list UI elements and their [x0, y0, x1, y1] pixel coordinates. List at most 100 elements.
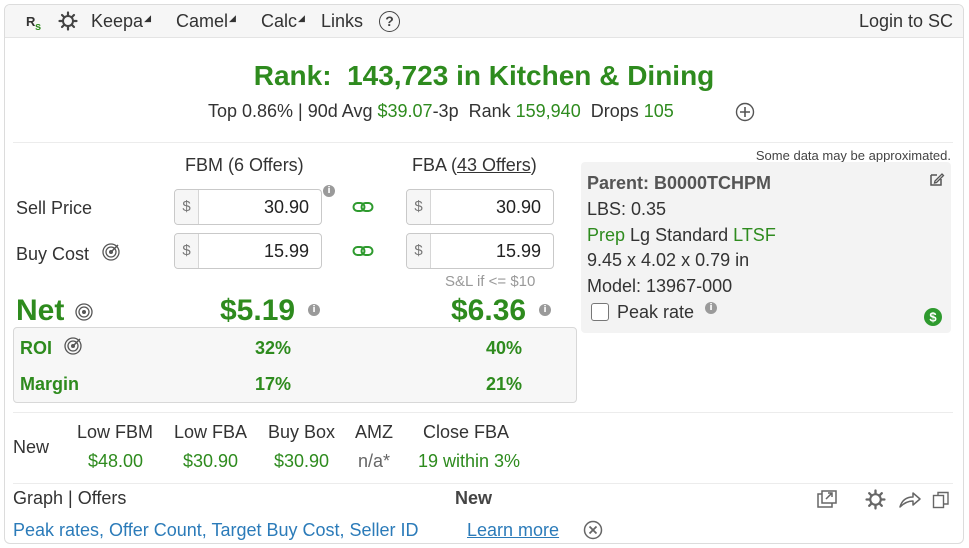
- fba-buy-cost-input[interactable]: [431, 234, 553, 268]
- avg-price: $39.07: [377, 101, 433, 121]
- margin-label: Margin: [20, 374, 80, 394]
- extension-panel: R s Keepa◢ Camel◢ Calc◢ Links ? Login to…: [4, 4, 964, 544]
- menu-camel-label: Camel: [176, 11, 229, 31]
- link-chain-icon[interactable]: [352, 200, 374, 214]
- drops-value: 105: [643, 101, 674, 121]
- divider: [13, 483, 953, 484]
- drops-label: Drops: [590, 101, 639, 121]
- currency-symbol: $: [407, 234, 431, 268]
- help-icon: ?: [379, 11, 400, 32]
- copy-icon[interactable]: [932, 491, 950, 509]
- divider: [13, 142, 953, 143]
- top-bar: R s Keepa◢ Camel◢ Calc◢ Links ? Login to…: [5, 5, 963, 38]
- rank-prefix: Rank:: [253, 60, 332, 91]
- condition-label: New: [13, 437, 50, 457]
- col-low-fba-header: Low FBA: [174, 422, 248, 442]
- rank-stats: Top 0.86% | 90d Avg $39.07-3p Rank 159,9…: [208, 101, 674, 122]
- sl-note: S&L if <= $10: [445, 273, 536, 290]
- info-icon[interactable]: i: [323, 185, 335, 197]
- graph-offers-tabs[interactable]: Graph | Offers: [13, 488, 127, 508]
- rs-logo-icon[interactable]: R s: [25, 13, 47, 31]
- popout-icon[interactable]: [816, 489, 838, 509]
- col-buy-box-header: Buy Box: [268, 422, 336, 442]
- menu-keepa-label: Keepa: [91, 11, 144, 31]
- parent-asin[interactable]: Parent: B0000TCHPM: [587, 173, 772, 193]
- fbm-buy-cost-field[interactable]: $: [174, 233, 322, 269]
- product-info-panel: [581, 162, 951, 333]
- buy-box-value: $30.90: [274, 451, 330, 471]
- close-icon[interactable]: [583, 520, 603, 540]
- fbm-buy-cost-input[interactable]: [199, 234, 321, 268]
- rank-avg-label: Rank: [468, 101, 511, 121]
- avg-price-suffix: -3p: [432, 101, 459, 121]
- model-number: Model: 13967-000: [587, 276, 733, 296]
- dropdown-indicator-icon: ◢: [229, 13, 236, 23]
- menu-calc-label: Calc: [261, 11, 298, 31]
- share-icon[interactable]: [898, 490, 922, 510]
- rank-headline: Rank: 143,723 in Kitchen & Dining: [5, 60, 963, 92]
- ltsf-link[interactable]: LTSF: [733, 225, 776, 245]
- fbm-net-value: $5.19: [220, 294, 296, 327]
- gear-icon[interactable]: [58, 11, 78, 31]
- edit-icon[interactable]: [929, 171, 945, 187]
- rank-value: 143,723 in Kitchen & Dining: [347, 60, 715, 91]
- dollar-icon[interactable]: $: [923, 307, 943, 327]
- target-icon[interactable]: [101, 242, 121, 262]
- fbm-sell-price-field[interactable]: $: [174, 189, 322, 225]
- amz-value: n/a*: [358, 451, 391, 471]
- info-icon[interactable]: i: [705, 302, 717, 314]
- fba-sell-price-field[interactable]: $: [406, 189, 554, 225]
- menu-calc[interactable]: Calc◢: [261, 11, 305, 32]
- svg-text:$: $: [929, 310, 937, 325]
- fba-roi-value: 40%: [486, 338, 523, 358]
- size-tier: Prep Lg Standard LTSF: [587, 225, 776, 246]
- menu-keepa[interactable]: Keepa◢: [91, 11, 151, 32]
- target-icon[interactable]: [74, 302, 94, 322]
- col-close-fba-header: Close FBA: [423, 422, 510, 442]
- currency-symbol: $: [175, 190, 199, 224]
- currency-symbol: $: [175, 234, 199, 268]
- dimensions: 9.45 x 4.02 x 0.79 in: [587, 250, 750, 270]
- menu-links[interactable]: Links: [321, 11, 363, 32]
- currency-symbol: $: [407, 190, 431, 224]
- fba-buy-cost-field[interactable]: $: [406, 233, 554, 269]
- net-label: Net: [16, 294, 65, 327]
- menu-links-label: Links: [321, 11, 364, 31]
- help-button[interactable]: ?: [379, 10, 400, 32]
- roi-margin-box: [13, 327, 577, 403]
- close-fba-value: 19 within 3%: [418, 451, 521, 471]
- link-chain-icon[interactable]: [352, 244, 374, 258]
- dropdown-indicator-icon: ◢: [144, 13, 151, 23]
- fba-header: FBA (43 Offers): [412, 155, 537, 176]
- sell-price-label: Sell Price: [16, 198, 93, 218]
- learn-more-link[interactable]: Learn more: [467, 520, 560, 540]
- fba-net-value: $6.36: [451, 294, 527, 327]
- dropdown-indicator-icon: ◢: [298, 13, 305, 23]
- prep-link[interactable]: Prep: [587, 225, 626, 245]
- menu-camel[interactable]: Camel◢: [176, 11, 236, 32]
- fba-margin-value: 21%: [486, 374, 523, 394]
- fbm-sell-price-input[interactable]: [199, 190, 321, 224]
- low-fba-value: $30.90: [183, 451, 239, 471]
- fba-header-prefix: FBA (: [412, 155, 458, 175]
- svg-text:s: s: [35, 21, 41, 31]
- settings-gear-icon[interactable]: [865, 489, 886, 510]
- fba-sell-price-input[interactable]: [431, 190, 553, 224]
- top-percent: Top 0.86% | 90d Avg: [208, 101, 373, 121]
- weight-lbs: LBS: 0.35: [587, 199, 667, 219]
- fbm-header: FBM (6 Offers): [185, 155, 304, 175]
- info-icon[interactable]: i: [308, 304, 320, 316]
- buy-cost-label: Buy Cost: [16, 244, 89, 265]
- size-tier-text: Lg Standard: [630, 225, 729, 245]
- bottom-condition-label: New: [455, 488, 493, 508]
- col-amz-header: AMZ: [355, 422, 393, 442]
- login-sc-link[interactable]: Login to SC: [858, 11, 953, 31]
- info-icon[interactable]: i: [539, 304, 551, 316]
- expand-plus-icon[interactable]: [735, 102, 755, 122]
- rank-avg-value: 159,940: [515, 101, 581, 121]
- peak-rate-checkbox[interactable]: [591, 303, 609, 321]
- promo-features-link[interactable]: Peak rates, Offer Count, Target Buy Cost…: [13, 520, 419, 540]
- fba-offers-link[interactable]: 43 Offers: [457, 155, 531, 175]
- target-icon[interactable]: [63, 336, 83, 356]
- peak-rate-label: Peak rate: [617, 302, 695, 322]
